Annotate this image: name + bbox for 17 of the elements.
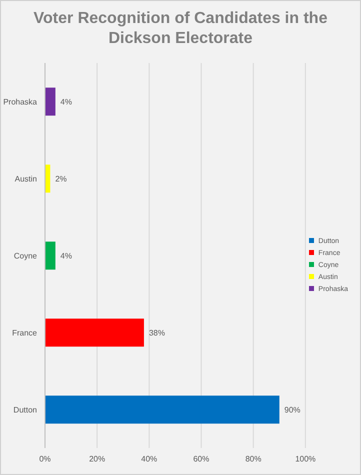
data-label: 2% bbox=[55, 174, 67, 184]
x-tick-label: 20% bbox=[89, 454, 106, 464]
data-label: 4% bbox=[60, 97, 72, 106]
x-tick-label: 40% bbox=[141, 454, 158, 464]
y-tick-label: Dutton bbox=[13, 405, 37, 414]
data-label: 38% bbox=[148, 328, 165, 338]
y-tick-label: Prohaska bbox=[3, 97, 38, 106]
y-tick-label: Austin bbox=[14, 174, 37, 184]
y-tick-label: Coyne bbox=[14, 251, 38, 260]
x-tick-label: 60% bbox=[193, 454, 210, 464]
chart-title: Voter Recognition of Candidates in the Dickson Electorate bbox=[32, 9, 328, 49]
x-tick-label: 80% bbox=[245, 454, 262, 464]
data-label: 90% bbox=[284, 405, 300, 414]
x-tick-label: 100% bbox=[295, 454, 316, 464]
y-tick-label: France bbox=[12, 328, 38, 338]
data-label: 4% bbox=[60, 251, 72, 260]
x-tick-label: 0% bbox=[39, 454, 51, 464]
